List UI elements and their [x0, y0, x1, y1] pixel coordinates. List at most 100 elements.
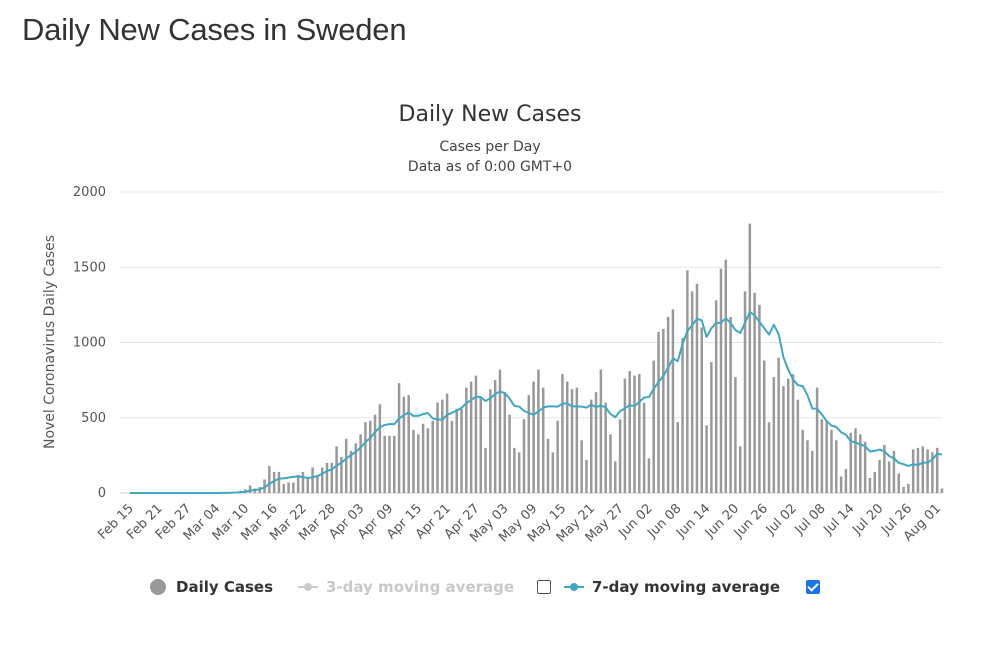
daily-cases-bar — [662, 328, 665, 493]
daily-cases-bar — [657, 331, 660, 493]
chart-legend: Daily Cases 3-day moving average 7-day m… — [0, 574, 1000, 604]
daily-cases-bar — [719, 268, 723, 493]
daily-cases-bar — [421, 423, 425, 493]
daily-cases-bar — [565, 381, 569, 493]
daily-cases-bar — [734, 377, 737, 493]
daily-cases-bar — [878, 459, 881, 493]
daily-cases-bar — [714, 300, 718, 493]
legend-daily-cases-label: Daily Cases — [176, 578, 274, 596]
daily-cases-bar — [508, 414, 511, 493]
daily-cases-bar — [517, 452, 521, 493]
daily-cases-bar — [873, 471, 876, 493]
daily-cases-bar — [412, 429, 415, 493]
daily-cases-bar — [522, 419, 526, 493]
page-title: Daily New Cases in Sweden — [22, 12, 407, 47]
daily-cases-bar — [450, 420, 454, 493]
daily-cases-bar — [916, 447, 920, 493]
daily-cases-bar — [383, 435, 386, 493]
daily-cases-bar — [320, 467, 324, 493]
daily-cases-bar — [340, 456, 343, 493]
daily-cases-bar — [287, 482, 290, 493]
daily-cases-bar — [513, 447, 516, 493]
daily-cases-bar — [306, 477, 310, 493]
daily-cases-bar — [585, 459, 588, 493]
daily-cases-bar — [647, 458, 651, 493]
daily-cases-bar — [801, 429, 804, 493]
daily-cases-bar — [738, 446, 742, 493]
daily-cases-bar — [618, 419, 622, 493]
daily-cases-bar — [594, 392, 598, 493]
daily-cases-bar — [705, 425, 708, 493]
daily-cases-bar — [710, 362, 713, 493]
daily-cases-bar — [301, 471, 305, 493]
daily-cases-bar — [604, 402, 607, 493]
daily-cases-bar — [830, 429, 833, 493]
daily-cases-bar — [354, 443, 358, 493]
daily-cases-bar — [590, 399, 593, 493]
x-tick-label: Jul 02 — [763, 501, 800, 538]
daily-cases-bar — [796, 399, 800, 493]
daily-cases-bar — [364, 422, 367, 493]
daily-cases-bar — [397, 383, 401, 493]
legend-ma3[interactable]: 3-day moving average — [298, 574, 514, 600]
daily-cases-bar — [907, 483, 910, 493]
daily-cases-bar — [580, 440, 583, 493]
daily-cases-bar — [551, 452, 555, 493]
daily-cases-bar — [911, 449, 915, 493]
daily-cases-bar — [316, 474, 319, 493]
daily-cases-bar — [455, 408, 458, 493]
daily-cases-bar — [489, 389, 492, 493]
daily-cases-bar — [292, 482, 295, 493]
daily-cases-bar — [465, 387, 468, 493]
daily-cases-bar — [859, 434, 862, 493]
light-line-icon — [298, 583, 318, 591]
daily-cases-bar — [849, 432, 852, 493]
daily-cases-bar — [758, 304, 761, 493]
daily-cases-bar — [248, 485, 252, 493]
daily-cases-bar — [753, 292, 756, 493]
daily-cases-bar — [378, 404, 382, 493]
daily-cases-bar — [460, 408, 463, 493]
legend-daily-cases[interactable]: Daily Cases — [150, 574, 273, 600]
daily-cases-bar — [426, 428, 430, 493]
daily-cases-bar — [436, 402, 439, 493]
ma3-checkbox[interactable] — [537, 580, 551, 594]
daily-cases-bar — [503, 392, 507, 493]
daily-cases-bar — [902, 486, 905, 493]
daily-cases-bar — [762, 360, 766, 493]
y-tick-label: 0 — [98, 486, 106, 501]
daily-cases-bar — [537, 369, 540, 493]
daily-cases-bar — [652, 360, 655, 493]
daily-cases-bar — [806, 440, 809, 493]
daily-cases-bar — [887, 461, 891, 493]
chart-title: Daily New Cases — [399, 102, 582, 127]
daily-cases-bar — [527, 395, 531, 493]
daily-cases-bar — [623, 378, 627, 493]
grid-lines — [120, 191, 942, 494]
daily-cases-bar — [546, 438, 550, 493]
ma7-line-group — [130, 310, 943, 494]
daily-cases-bar — [493, 380, 497, 493]
daily-cases-bar — [344, 438, 348, 493]
daily-cases-bar — [820, 419, 824, 493]
legend-ma7[interactable]: 7-day moving average — [564, 574, 780, 600]
daily-cases-bar — [268, 465, 271, 493]
x-tick-label: Jul 20 — [849, 501, 886, 538]
daily-cases-bar — [541, 387, 545, 493]
ma7-checkbox[interactable] — [806, 580, 820, 594]
daily-cases-bar — [599, 369, 603, 493]
daily-cases-bar — [883, 444, 886, 493]
daily-cases-bar — [786, 378, 790, 493]
daily-cases-bar — [359, 434, 362, 493]
daily-cases-bar — [695, 283, 699, 493]
daily-cases-bar — [700, 327, 704, 493]
daily-cases-bar — [417, 434, 420, 493]
y-axis-ticks: 0 500 1000 1500 2000 — [73, 185, 106, 501]
daily-cases-bar — [277, 471, 281, 493]
blue-line-icon — [564, 583, 584, 591]
daily-cases-bar — [671, 309, 675, 493]
daily-cases-bar — [296, 474, 300, 493]
daily-cases-bar — [825, 420, 828, 493]
daily-cases-bar — [570, 389, 574, 493]
